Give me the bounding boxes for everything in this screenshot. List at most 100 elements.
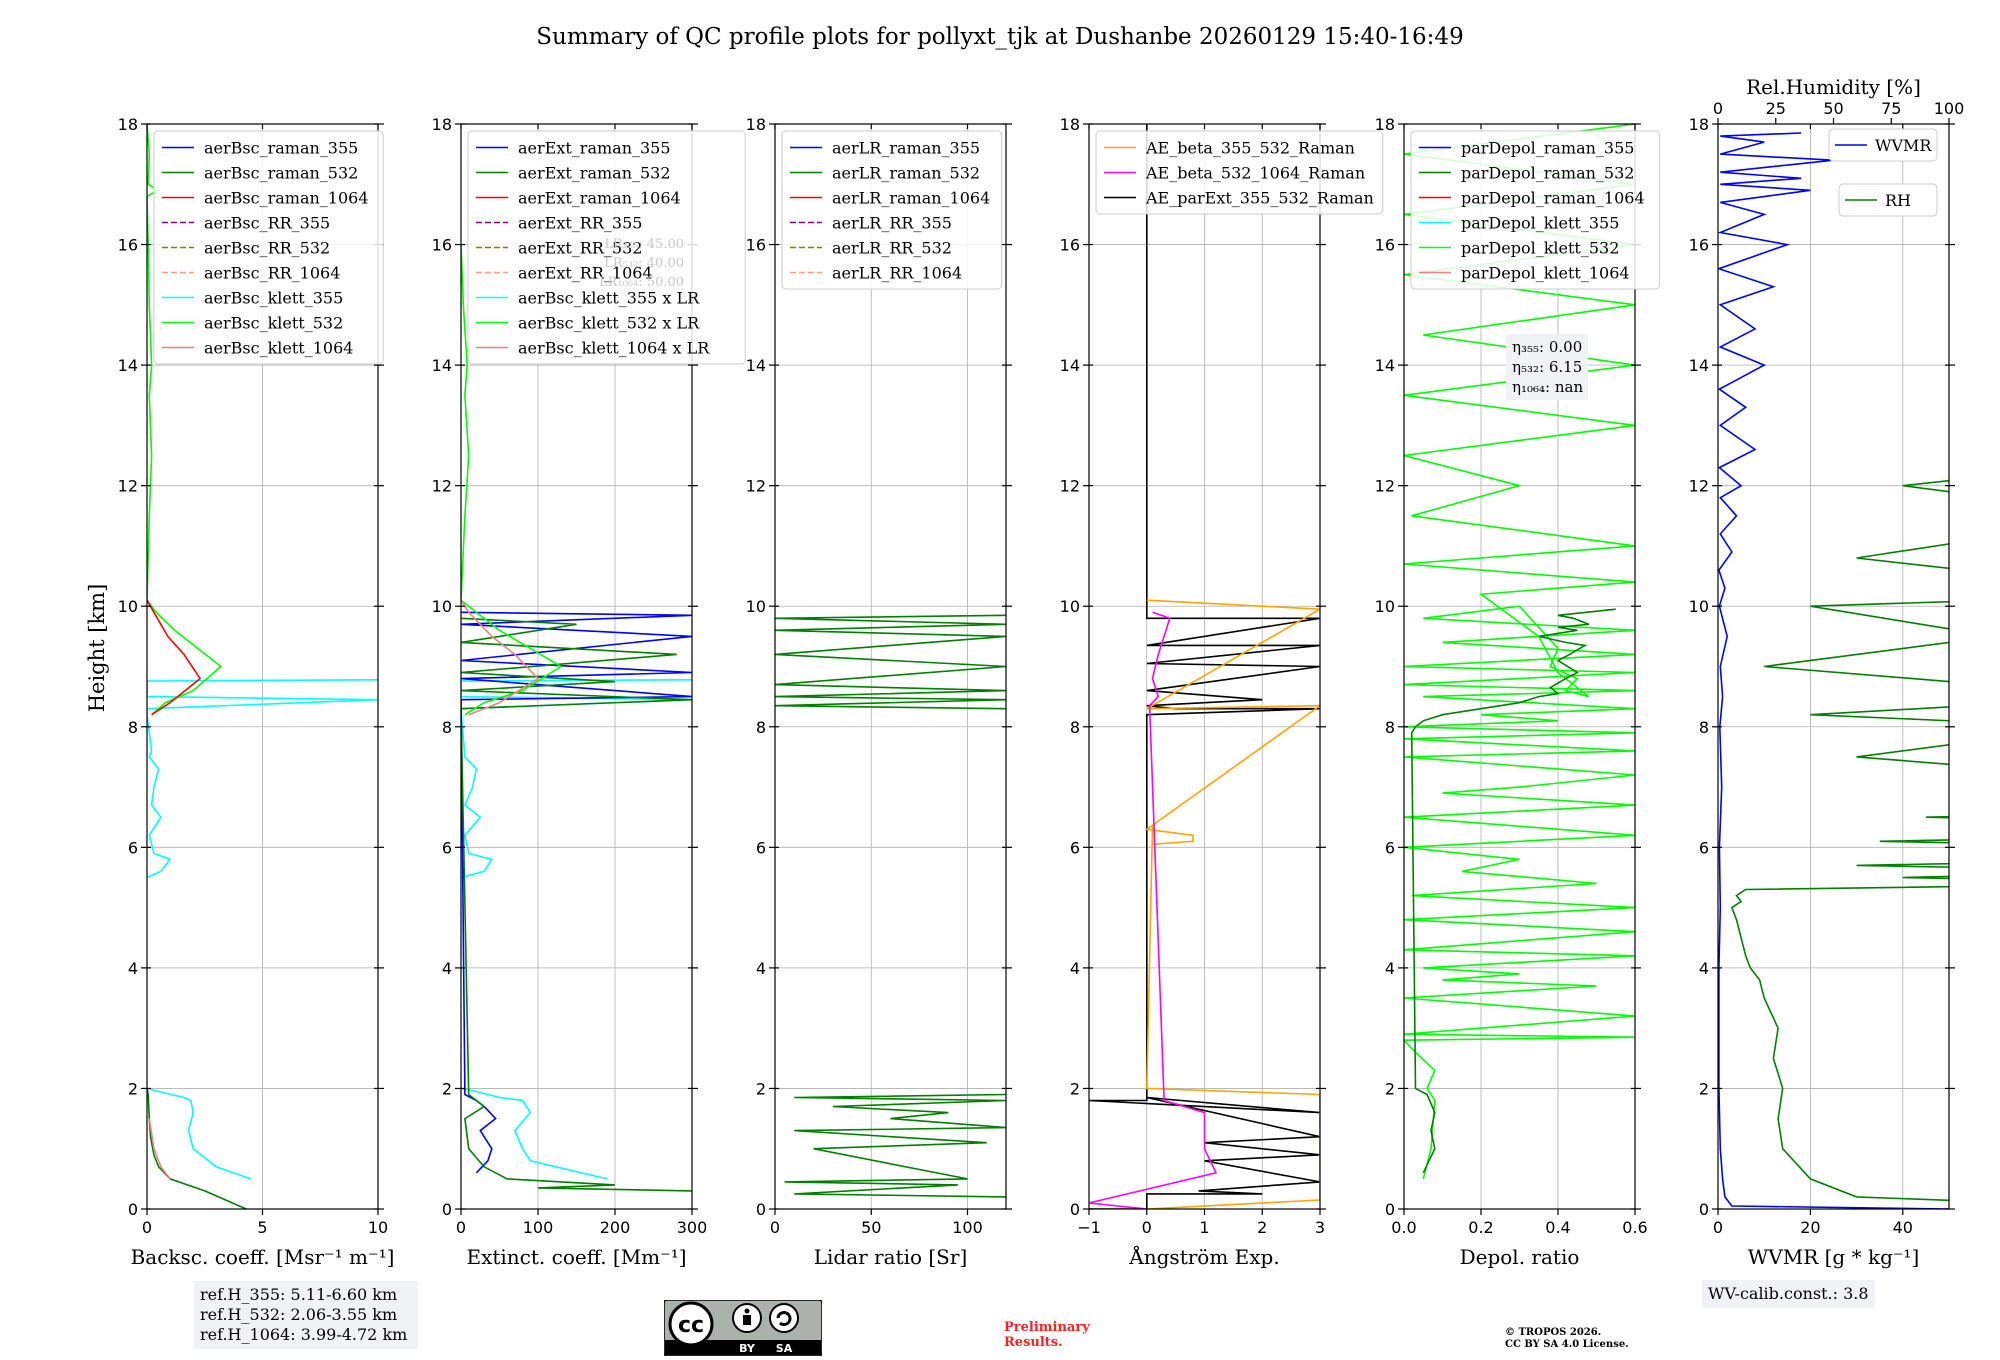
preliminary-notice: Preliminary Results. [1004, 1320, 1090, 1350]
series-line [1730, 479, 1949, 1202]
y-tick-label: 4 [1070, 959, 1080, 978]
legend-wv: WVMR RH [1828, 128, 1938, 217]
x-axis-label: WVMR [g * kg⁻¹] [1748, 1245, 1920, 1269]
x2-tick-label: 75 [1881, 99, 1901, 118]
legend-label: aerExt_RR_532 [518, 239, 642, 258]
legend-label: AE_beta_532_1064_Raman [1145, 164, 1365, 183]
legend-label: parDepol_klett_355 [1461, 214, 1619, 233]
y-tick-label: 0 [442, 1200, 452, 1219]
legend-label: parDepol_raman_1064 [1461, 189, 1645, 208]
series-group-depol [1404, 124, 1635, 1180]
series-line [784, 1093, 1006, 1198]
x-tick-label: 2 [1257, 1218, 1267, 1237]
refh-1064-label: ref.H_1064: 3.99-4.72 km [200, 1325, 408, 1344]
series-group-ext [461, 244, 692, 1192]
eta-label: η₅₃₂: 6.15 [1512, 358, 1582, 376]
x2-tick-label: 0 [1713, 99, 1723, 118]
y-tick-label: 16 [118, 236, 138, 255]
plot-frame [774, 123, 1007, 1210]
legend-box [153, 130, 384, 365]
legend-label: aerLR_RR_355 [832, 214, 952, 233]
series-line [461, 599, 540, 716]
x-tick-label: 0 [456, 1218, 466, 1237]
plot-frame [460, 123, 693, 1210]
grid-wv [1717, 123, 1949, 1210]
x-tick-label: 0.2 [1468, 1218, 1493, 1237]
y-tick-label: 10 [1060, 597, 1080, 616]
legend-label: aerExt_raman_355 [518, 139, 671, 158]
x2-tick-label: 25 [1766, 99, 1786, 118]
cc-by-label: BY [739, 1342, 756, 1355]
x-axis-label: Ångström Exp. [1128, 1244, 1279, 1269]
legend-label: aerExt_RR_355 [518, 214, 642, 233]
legend-box [467, 130, 746, 365]
y-tick-label: 2 [756, 1079, 766, 1098]
x-axis-label: Lidar ratio [Sr] [814, 1245, 968, 1269]
legend-box [781, 130, 1003, 290]
legend-label: aerBsc_klett_1064 [204, 339, 353, 358]
series-line [775, 614, 1006, 710]
y-tick-label: 12 [1375, 477, 1395, 496]
eta-box [1506, 334, 1588, 400]
eta-label: η₃₅₅: 0.00 [1512, 338, 1582, 356]
legend-label: AE_parExt_355_532_Raman [1145, 189, 1374, 208]
y-tick-label: 8 [1699, 718, 1709, 737]
wv-calibration-box: WV-calib.const.: 3.8 [1702, 1280, 1875, 1308]
copyright-line-1: © TROPOS 2026. [1505, 1327, 1602, 1338]
x-tick-label: 3 [1315, 1218, 1325, 1237]
y-tick-label: 6 [442, 838, 452, 857]
y-tick-label: 18 [746, 115, 766, 134]
refh-355-label: ref.H_355: 5.11-6.60 km [200, 1285, 398, 1304]
series-group-lr [775, 614, 1006, 1198]
y-tick-label: 2 [1699, 1079, 1709, 1098]
legend-label: aerBsc_RR_1064 [204, 264, 340, 283]
y-tick-label: 12 [118, 477, 138, 496]
legend-label: aerBsc_klett_532 x LR [518, 314, 700, 333]
y-tick-label: 10 [118, 597, 138, 616]
y-tick-label: 4 [1699, 959, 1709, 978]
y-tick-label: 0 [1699, 1200, 1709, 1219]
lidar-ratio-label: LR₃₅₅: 45.00 [604, 237, 684, 252]
x-tick-label: 40 [1893, 1218, 1913, 1237]
series-line [1718, 132, 1949, 1209]
legend-label: WVMR [1875, 136, 1932, 155]
eta-label: η₁₀₆₄: nan [1512, 378, 1583, 396]
panel-ext: 0 2 4 6 8 10 12 14 16 18 0 100 200 300 Extinct. coeff.… [432, 115, 746, 1269]
y-tick-label: 4 [756, 959, 766, 978]
x-tick-label: 20 [1800, 1218, 1820, 1237]
legend-label: aerBsc_klett_1064 x LR [518, 339, 710, 358]
preliminary-line-2: Results. [1004, 1335, 1063, 1350]
y-tick-label: 12 [1060, 477, 1080, 496]
x-tick-label: 0.6 [1622, 1218, 1647, 1237]
legend-box [1838, 183, 1938, 217]
y-tick-label: 16 [1689, 236, 1709, 255]
x2-axis-label: Rel.Humidity [%] [1746, 75, 1921, 99]
legend-label: RH [1885, 191, 1911, 210]
y-tick-label: 12 [432, 477, 452, 496]
y-tick-label: 10 [432, 597, 452, 616]
x-tick-label: 300 [677, 1218, 708, 1237]
x-tick-label: 100 [523, 1218, 554, 1237]
x2-tick-label: 100 [1934, 99, 1965, 118]
series-line [461, 244, 563, 716]
share-alike-icon [769, 1303, 799, 1333]
series-line [147, 1087, 252, 1180]
legend-label: aerBsc_raman_532 [204, 164, 358, 183]
x-tick-label: 100 [952, 1218, 983, 1237]
legend-label: aerBsc_RR_355 [204, 214, 330, 233]
cc-license-badge[interactable]: cc BY SA [664, 1300, 822, 1356]
legend-label: aerLR_RR_1064 [832, 264, 962, 283]
y-tick-label: 12 [1689, 477, 1709, 496]
y-tick-label: 8 [1385, 718, 1395, 737]
y-tick-label: 0 [128, 1200, 138, 1219]
lidar-ratio-label: LR₁₀₆₄: 50.00 [599, 275, 684, 290]
lidar-ratio-label: LR₅₃₂: 40.00 [604, 256, 684, 271]
x-tick-label: 0 [1713, 1218, 1723, 1237]
x-tick-label: 50 [861, 1218, 881, 1237]
y-tick-label: 6 [1385, 838, 1395, 857]
x-axis-label: Depol. ratio [1460, 1245, 1580, 1269]
